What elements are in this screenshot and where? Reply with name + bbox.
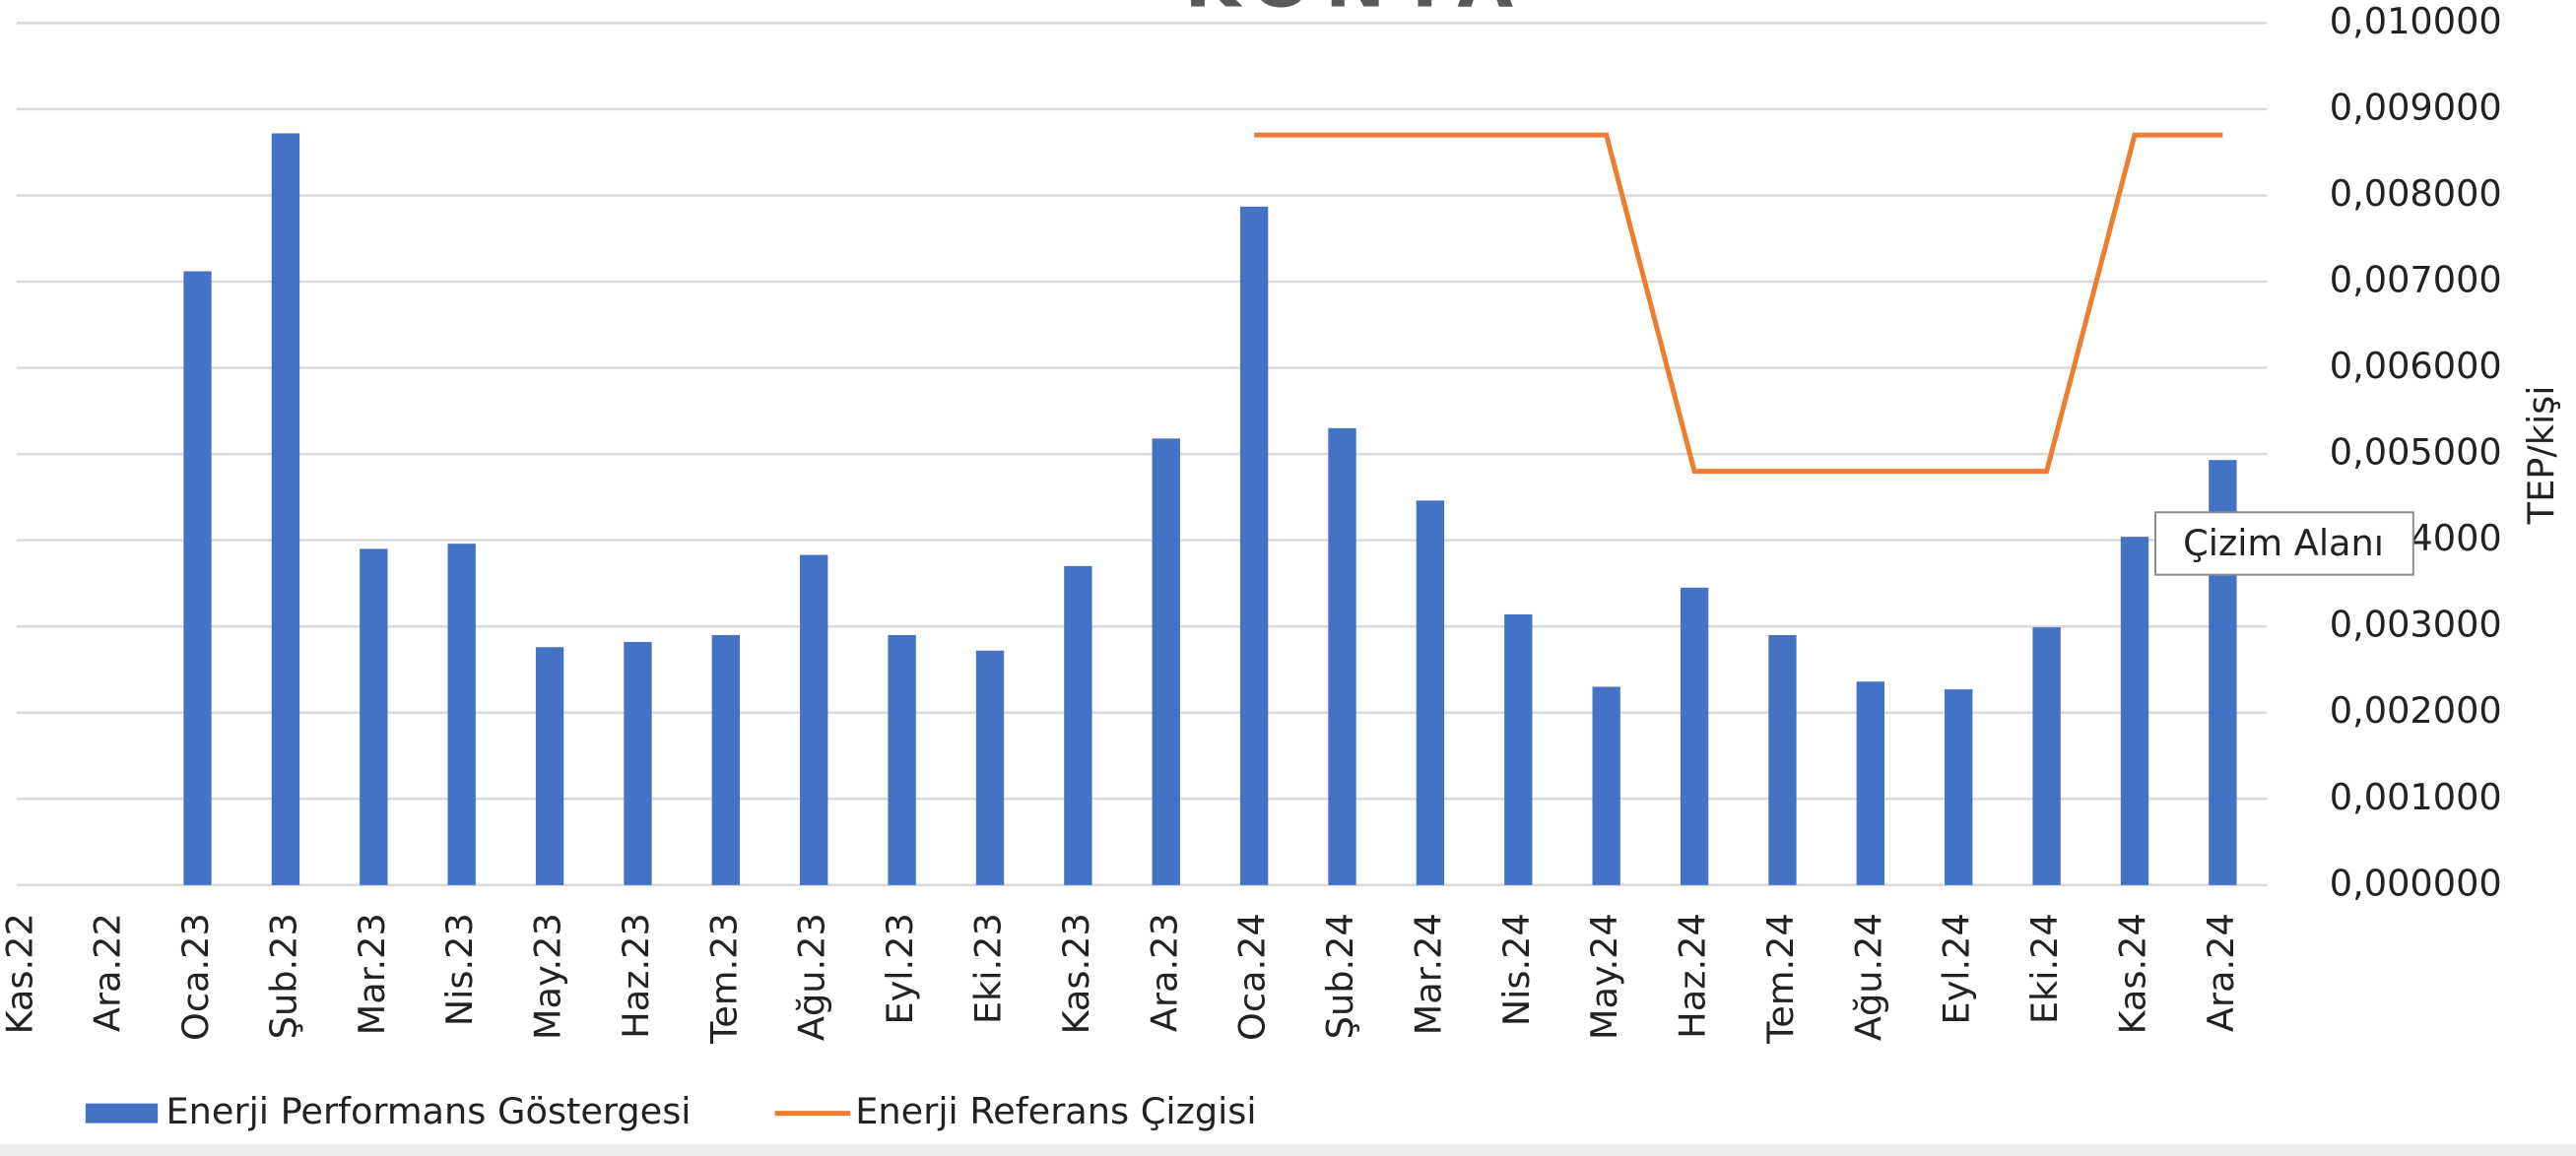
x-tick-label: Ağu.23 [791, 913, 833, 1041]
x-tick-label: Şub.23 [262, 913, 304, 1039]
bar [2032, 627, 2061, 885]
bar [1152, 438, 1180, 885]
x-tick-label: Şub.24 [1319, 913, 1361, 1039]
footer-strip [0, 1144, 2576, 1156]
y-axis-label: TEP/kişi [2520, 386, 2562, 526]
legend-label: Enerji Referans Çizgisi [855, 1090, 1256, 1132]
x-tick-label: Ara.22 [87, 913, 129, 1032]
x-tick-label: May.24 [1583, 913, 1625, 1040]
x-tick-label: Tem.24 [1759, 913, 1802, 1045]
bar [975, 650, 1005, 885]
x-tick-label: Tem.23 [702, 913, 745, 1045]
legend-swatch [85, 1103, 159, 1124]
x-tick-label: May.23 [527, 913, 569, 1040]
bar [447, 544, 476, 885]
x-tick-label: Mar.24 [1407, 913, 1449, 1035]
bar [360, 548, 388, 885]
bar [271, 133, 300, 885]
x-tick-label: Ara.24 [2200, 913, 2242, 1032]
y-tick-label: 0,007000 [2330, 258, 2502, 300]
tooltip-box [2153, 511, 2414, 576]
x-tick-label: Eki.24 [2023, 913, 2066, 1024]
bar [1064, 565, 1092, 885]
bar [1239, 206, 1269, 885]
y-tick-label: 0,008000 [2330, 172, 2502, 215]
y-tick-label: 0,005000 [2330, 431, 2502, 474]
x-tick-label: Oca.23 [174, 913, 217, 1041]
bar [183, 271, 212, 885]
y-tick-label: 0,000000 [2330, 862, 2502, 904]
x-tick-label: Oca.24 [1231, 913, 1274, 1041]
y-tick-label: 0,001000 [2330, 776, 2502, 818]
x-tick-label: Eki.23 [966, 913, 1009, 1024]
line [1254, 132, 2223, 475]
tooltip-text: Çizim Alanı [2183, 522, 2384, 564]
y-tick-label: 0,010000 [2330, 0, 2502, 42]
x-tick-label: Haz.24 [1672, 913, 1714, 1039]
x-tick-label: Kas.22 [0, 913, 40, 1034]
bar [1416, 500, 1445, 885]
y-tick-label: 0,002000 [2330, 689, 2502, 732]
bar [1680, 587, 1709, 885]
y-tick-label: 0,003000 [2330, 604, 2502, 646]
bar [1856, 681, 1885, 885]
x-tick-label: Ara.23 [1143, 913, 1185, 1032]
bar [1768, 634, 1797, 885]
x-tick-label: Nis.24 [1495, 913, 1538, 1026]
x-tick-label: Eyl.24 [1936, 913, 1978, 1024]
y-tick-label: 0,009000 [2330, 86, 2502, 128]
bar [1945, 689, 1973, 885]
x-tick-label: Eyl.23 [879, 913, 921, 1024]
bar [711, 634, 741, 885]
chart-title: KONYA [1184, 0, 1526, 25]
bar [888, 634, 916, 885]
bar [1504, 613, 1533, 885]
x-tick-label: Ağu.24 [1847, 913, 1889, 1041]
bar [624, 641, 652, 885]
x-tick-label: Haz.23 [615, 913, 657, 1039]
y-tick-label: 0,006000 [2330, 345, 2502, 387]
x-tick-label: Nis.23 [438, 913, 481, 1026]
bar [2120, 537, 2149, 885]
bar [800, 554, 828, 885]
bar [1328, 427, 1356, 885]
x-tick-label: Kas.23 [1055, 913, 1097, 1034]
x-tick-label: Mar.23 [351, 913, 393, 1035]
legend-label: Enerji Performans Göstergesi [166, 1090, 692, 1132]
x-tick-label: Kas.24 [2111, 913, 2153, 1034]
bar [1592, 686, 1620, 885]
bar [535, 647, 564, 885]
